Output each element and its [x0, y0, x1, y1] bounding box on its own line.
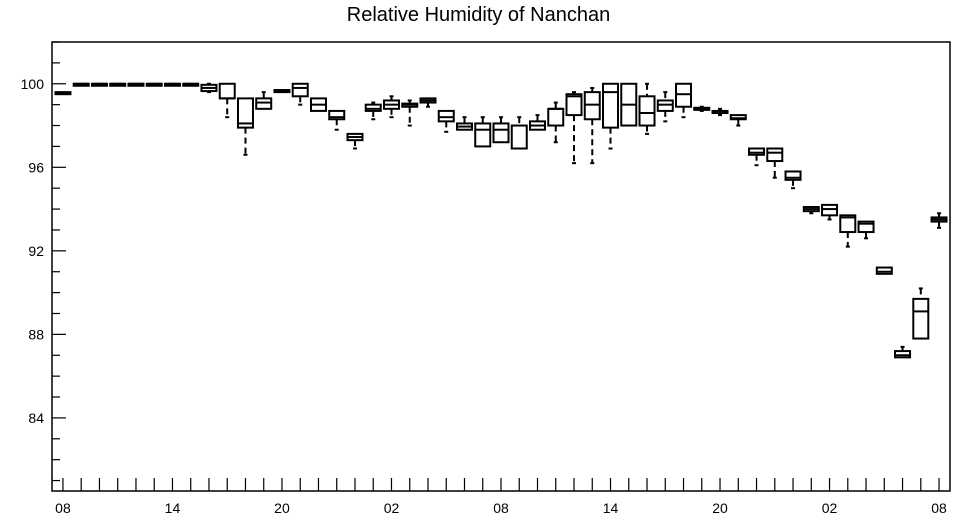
y-tick-label: 96 — [28, 159, 44, 175]
iqr-box — [784, 170, 802, 181]
box-20 — [419, 97, 437, 108]
box-46 — [894, 345, 912, 359]
box-18 — [382, 95, 400, 119]
iqr-box — [729, 114, 747, 121]
iqr-box — [656, 99, 674, 112]
iqr-box — [364, 103, 382, 112]
box-17 — [364, 101, 382, 121]
x-tick-label: 08 — [931, 500, 947, 516]
box-1 — [72, 82, 90, 87]
box-45 — [875, 266, 893, 275]
box-12 — [273, 89, 291, 94]
box-0 — [54, 91, 72, 96]
box-plot-marks — [54, 82, 948, 359]
y-tick-label: 92 — [28, 243, 44, 259]
iqr-box — [875, 266, 893, 275]
x-tick-label: 02 — [822, 500, 838, 516]
iqr-box — [236, 97, 254, 129]
box-37 — [729, 114, 747, 127]
box-34 — [675, 82, 693, 119]
box-36 — [711, 107, 729, 117]
box-41 — [802, 205, 820, 215]
box-4 — [127, 82, 145, 87]
axes: 84 88 92 96 100 08 14 20 02 08 14 20 02 08 — [21, 41, 947, 516]
iqr-box — [638, 95, 656, 127]
box-11 — [255, 91, 273, 110]
box-39 — [766, 147, 784, 179]
box-9 — [218, 82, 236, 119]
box-47 — [912, 287, 930, 340]
box-13 — [291, 82, 309, 106]
box-2 — [90, 82, 108, 87]
box-30 — [602, 82, 620, 150]
box-8 — [200, 82, 218, 94]
box-35 — [693, 105, 711, 112]
x-tick-label: 14 — [165, 500, 181, 516]
box-28 — [565, 91, 583, 165]
x-tick-label: 14 — [603, 500, 619, 516]
x-tick-label: 08 — [55, 500, 71, 516]
iqr-box — [857, 220, 875, 234]
iqr-box — [492, 122, 510, 144]
x-tick-label: 02 — [384, 500, 400, 516]
x-tick-label: 20 — [712, 500, 728, 516]
box-38 — [748, 147, 766, 167]
box-6 — [163, 82, 181, 87]
iqr-box — [437, 109, 455, 123]
box-31 — [620, 82, 638, 127]
y-tick-label: 84 — [28, 410, 44, 426]
box-19 — [401, 99, 419, 127]
box-7 — [182, 82, 200, 87]
box-14 — [309, 97, 327, 112]
iqr-box — [766, 147, 784, 163]
x-tick-label: 20 — [274, 500, 290, 516]
box-42 — [821, 203, 839, 221]
iqr-box — [565, 93, 583, 117]
iqr-box — [583, 91, 601, 121]
iqr-box — [328, 109, 346, 121]
box-26 — [529, 114, 547, 131]
box-16 — [346, 132, 364, 150]
box-22 — [455, 116, 473, 131]
iqr-box — [675, 82, 693, 108]
box-43 — [839, 214, 857, 248]
box-3 — [109, 82, 127, 87]
iqr-box — [602, 82, 620, 129]
box-40 — [784, 170, 802, 190]
iqr-box — [218, 82, 236, 100]
iqr-box — [474, 122, 492, 148]
y-tick-label: 100 — [21, 76, 45, 92]
box-5 — [145, 82, 163, 87]
y-tick-label: 88 — [28, 326, 44, 342]
box-27 — [547, 101, 565, 144]
box-21 — [437, 109, 455, 133]
box-25 — [510, 116, 528, 150]
iqr-box — [821, 203, 839, 217]
iqr-box — [255, 97, 273, 110]
box-29 — [583, 86, 601, 165]
box-15 — [328, 109, 346, 131]
iqr-box — [912, 297, 930, 340]
box-23 — [474, 116, 492, 148]
box-33 — [656, 91, 674, 123]
box-48 — [930, 212, 948, 229]
box-10 — [236, 97, 254, 156]
box-24 — [492, 116, 510, 144]
box-44 — [857, 220, 875, 240]
iqr-box — [547, 107, 565, 127]
x-tick-label: 08 — [493, 500, 509, 516]
chart-title: Relative Humidity of Nanchan — [346, 4, 611, 26]
iqr-box — [748, 147, 766, 156]
iqr-box — [291, 82, 309, 98]
iqr-box — [839, 214, 857, 234]
box-32 — [638, 82, 656, 135]
iqr-box — [894, 350, 912, 359]
iqr-box — [510, 124, 528, 150]
plot-frame — [51, 41, 951, 492]
